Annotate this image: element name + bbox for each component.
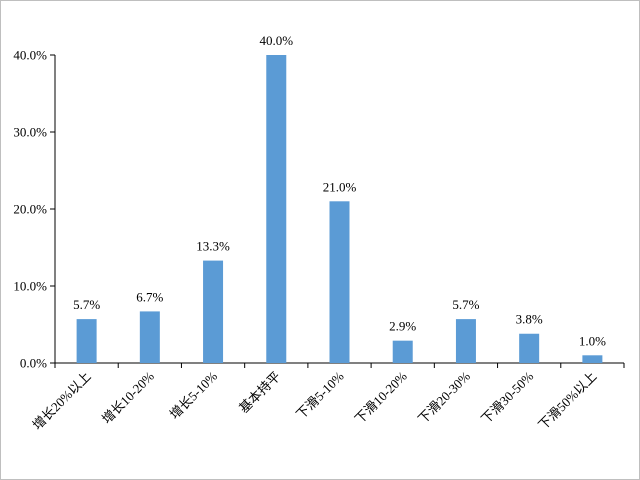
x-category-label: 下滑30-50%: [478, 368, 536, 426]
y-tick-label: 40.0%: [13, 48, 47, 63]
data-label: 2.9%: [389, 319, 416, 334]
bar: [76, 319, 97, 363]
x-category-label: 增长10-20%: [99, 368, 157, 426]
data-label: 5.7%: [452, 297, 479, 312]
x-category-label: 下滑50%以上: [535, 369, 599, 433]
x-category-label: 下滑5-10%: [293, 368, 347, 422]
bar: [519, 333, 540, 363]
bar: [455, 319, 476, 363]
x-category-label: 基本持平: [236, 369, 283, 416]
y-tick-label: 0.0%: [20, 356, 47, 371]
data-label: 3.8%: [516, 312, 543, 327]
y-tick-label: 10.0%: [13, 279, 47, 294]
data-label: 40.0%: [259, 33, 293, 48]
data-label: 13.3%: [196, 239, 230, 254]
data-label: 5.7%: [73, 297, 100, 312]
bar: [392, 340, 413, 363]
y-tick-label: 20.0%: [13, 202, 47, 217]
bar: [266, 55, 287, 363]
data-label: 21.0%: [323, 179, 357, 194]
bar: [139, 311, 160, 363]
bar: [203, 260, 224, 363]
x-category-label: 下滑20-30%: [415, 368, 473, 426]
x-category-label: 增长20%以上: [29, 369, 93, 433]
data-label: 6.7%: [136, 289, 163, 304]
x-category-label: 下滑10-20%: [352, 368, 410, 426]
bar: [329, 201, 350, 363]
bar: [582, 355, 603, 363]
x-category-label: 增长5-10%: [167, 368, 221, 422]
y-tick-label: 30.0%: [13, 125, 47, 140]
data-label: 1.0%: [579, 333, 606, 348]
